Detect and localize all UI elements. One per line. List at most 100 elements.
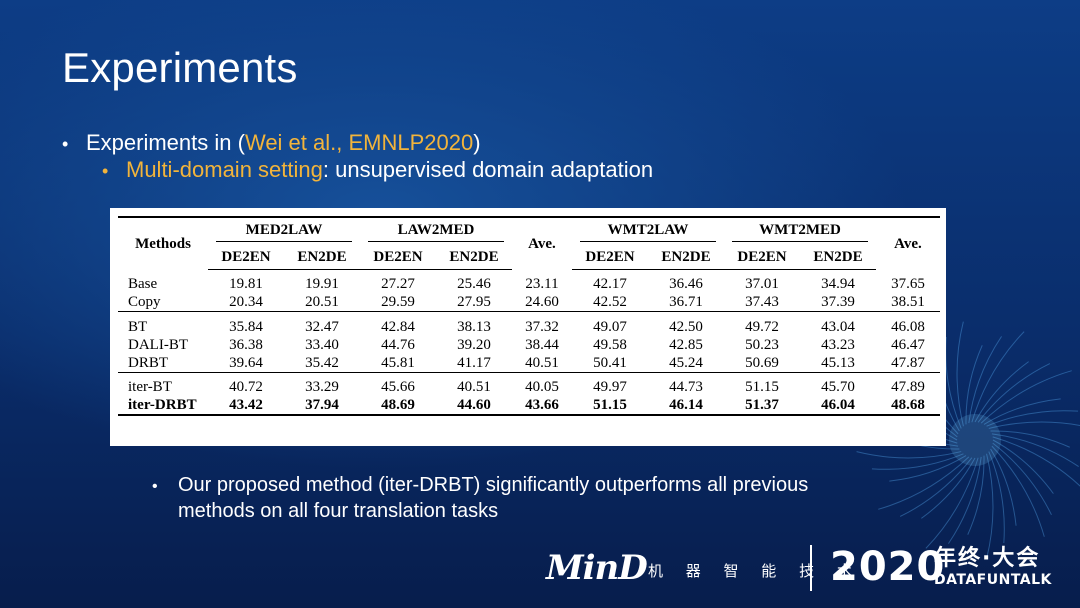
spacer-cell [284, 311, 360, 318]
value-cell: 33.29 [305, 379, 339, 395]
group-header-med2law: MED2LAW [208, 216, 360, 245]
value-cell: 48.69 [360, 396, 436, 416]
value-cell: 42.52 [593, 294, 627, 310]
value-cell: 41.17 [457, 354, 491, 371]
spacer-cell [572, 311, 648, 318]
spacer-cell [436, 371, 512, 378]
value-cell: 39.64 [229, 354, 263, 371]
subheader-de2en: DE2EN [208, 245, 284, 270]
value-cell: 43.42 [208, 396, 284, 416]
spacer-cell [876, 311, 940, 318]
decor-ray [992, 436, 1080, 487]
value-cell: 33.40 [305, 336, 339, 353]
value-cell: 50.41 [593, 354, 627, 371]
table-row: iter-DRBT 43.42 37.94 48.69 44.60 43.66 51.15 4… [118, 396, 940, 416]
value-cell: 23.11 [525, 276, 559, 292]
value-cell: 36.38 [229, 336, 263, 353]
ave-header: Ave. [876, 216, 940, 269]
mind-logo: MinD [546, 548, 648, 588]
value-cell: 43.66 [512, 396, 572, 416]
spacer-cell [572, 371, 648, 378]
bullet-dot: • [152, 478, 158, 495]
value-cell: 40.51 [457, 379, 491, 395]
value-cell: 36.71 [669, 294, 703, 310]
spacer-cell [436, 311, 512, 318]
section-spacer [118, 311, 940, 318]
spacer-cell [512, 371, 572, 378]
decor-ray [988, 451, 1005, 544]
decor-ray [965, 345, 983, 425]
value-cell: 42.84 [381, 318, 415, 335]
value-cell: 42.85 [669, 336, 703, 353]
decor-ray [878, 456, 970, 510]
value-cell: 46.14 [648, 396, 724, 416]
bullet-conclusion: • Our proposed method (iter-DRBT) signifi… [152, 473, 808, 524]
value-cell: 51.15 [745, 379, 779, 395]
spacer-cell [876, 371, 940, 378]
value-cell: 19.81 [229, 276, 263, 292]
table-row: Copy 20.34 20.51 29.59 27.95 24.60 42.52 36.71 3… [118, 293, 940, 312]
group-header-wmt2law: WMT2LAW [572, 216, 724, 245]
citation-highlight: Wei et al., EMNLP2020 [244, 130, 474, 155]
method-cell: DALI-BT [128, 336, 188, 353]
brand-name: DATAFUNTALK [934, 572, 1052, 588]
value-cell: 45.66 [381, 379, 415, 395]
decor-ray [971, 331, 1025, 423]
value-cell: 39.20 [457, 336, 491, 353]
value-cell: 43.04 [821, 318, 855, 335]
value-cell: 32.47 [305, 318, 339, 335]
decor-ray [988, 421, 1080, 429]
value-cell: 40.05 [525, 379, 559, 395]
spacer-cell [360, 371, 436, 378]
value-cell: 37.39 [821, 294, 855, 310]
bullet-dot: • [102, 161, 109, 181]
table-row: BT 35.84 32.47 42.84 38.13 37.32 49.07 42.50 49.… [118, 318, 940, 336]
value-cell: 40.51 [525, 354, 559, 371]
value-cell: 47.87 [891, 354, 925, 371]
decor-ray [889, 455, 967, 482]
value-cell: 40.72 [229, 379, 263, 395]
value-cell: 20.51 [305, 294, 339, 310]
value-cell: 51.15 [572, 396, 648, 416]
table-row: DALI-BT 36.38 33.40 44.76 39.20 38.44 49.58 42.… [118, 336, 940, 354]
value-cell: 44.60 [436, 396, 512, 416]
value-cell: 45.13 [821, 354, 855, 371]
spacer-cell [724, 311, 800, 318]
value-cell: 25.46 [457, 276, 491, 292]
setting-description: : unsupervised domain adaptation [322, 157, 654, 182]
value-cell: 50.69 [745, 354, 779, 371]
bullet-dot: • [62, 134, 69, 154]
table-row: iter-BT 40.72 33.29 45.66 40.51 40.05 49.97 44.… [118, 378, 940, 396]
conclusion-line-2: methods on all four translation tasks [178, 500, 499, 522]
group-label: LAW2MED [368, 221, 504, 242]
spacer-cell [118, 371, 208, 378]
value-cell: 48.68 [876, 396, 940, 416]
decor-ray [945, 336, 962, 429]
decor-ray [968, 336, 1002, 424]
bullet-experiments-source: • Experiments in (Wei et al., EMNLP2020) [62, 130, 481, 156]
group-label: WMT2LAW [580, 221, 716, 242]
event-name: 年终·大会 [934, 546, 1041, 571]
value-cell: 37.01 [745, 276, 779, 292]
value-cell: 42.50 [669, 318, 703, 335]
value-cell: 46.47 [891, 336, 925, 353]
logo-subtitle: 机 器 智 能 技 术 [648, 562, 861, 580]
value-cell: 45.24 [669, 354, 703, 371]
value-cell: 38.51 [891, 294, 925, 310]
spacer-cell [648, 371, 724, 378]
decor-ray [856, 451, 962, 459]
group-header-wmt2med: WMT2MED [724, 216, 876, 245]
spacer-cell [208, 311, 284, 318]
methods-header: Methods [118, 216, 208, 269]
value-cell: 47.89 [891, 379, 925, 395]
decor-ray [986, 410, 1079, 427]
decor-ray [992, 439, 1054, 494]
value-cell: 36.46 [669, 276, 703, 292]
group-label: WMT2MED [732, 221, 868, 242]
value-cell: 29.59 [381, 294, 415, 310]
subheader-en2de: EN2DE [648, 245, 724, 270]
footer-divider [810, 545, 812, 591]
decor-ray [990, 448, 1017, 526]
spacer-cell [800, 371, 876, 378]
decor-ray [925, 457, 979, 549]
